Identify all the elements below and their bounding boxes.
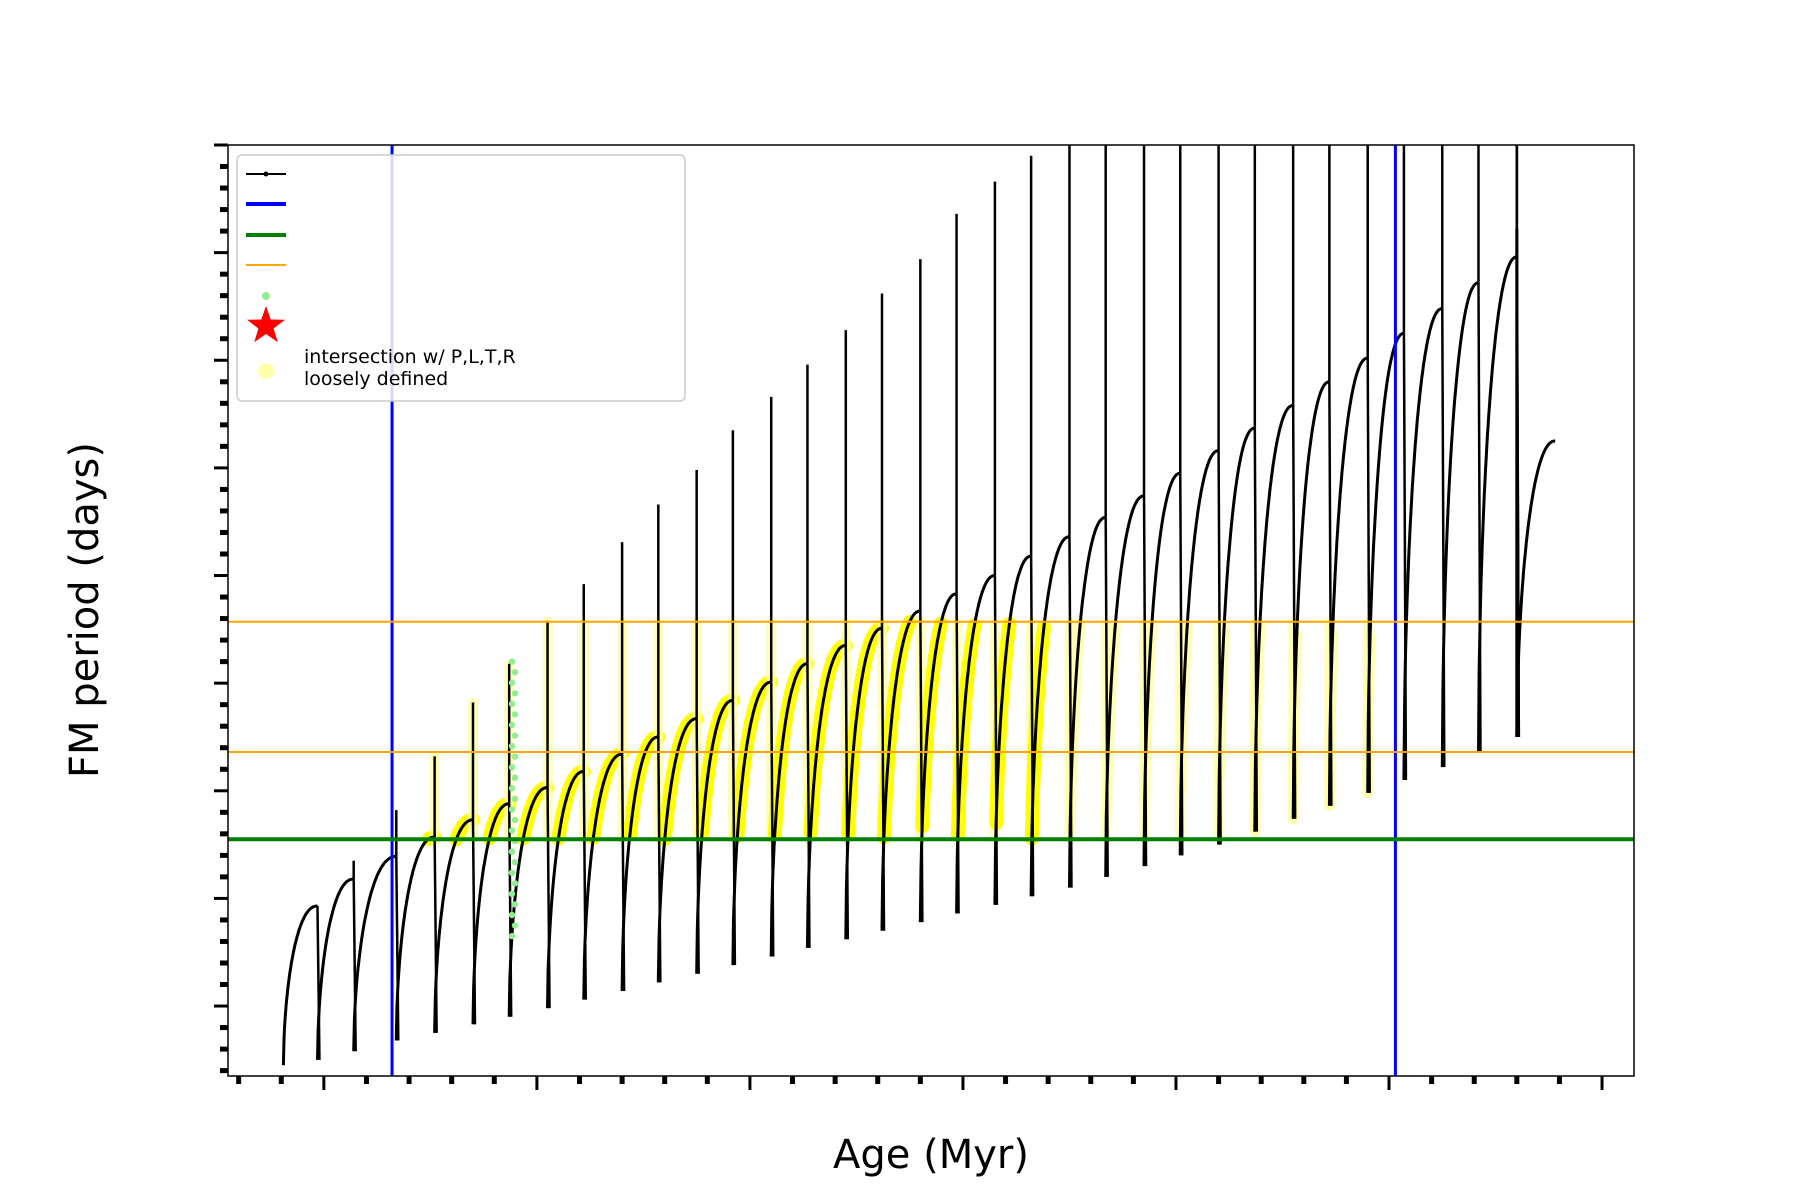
spline-point [511, 668, 519, 676]
model-curve-segment [1477, 255, 1518, 753]
spline-layer [508, 658, 519, 940]
model-curve-segment [582, 752, 623, 1000]
legend-marker-big-dot [258, 363, 274, 379]
model-curve-segment [1440, 281, 1479, 768]
y-axis-title: FM period (days) [62, 442, 108, 778]
model-curve-segment [1366, 331, 1404, 793]
spline-point [508, 911, 516, 919]
model-curve-segment [993, 554, 1032, 905]
legend-label-line: intersection w/ P,L,T,R [304, 346, 516, 368]
spline-point [508, 763, 516, 771]
model-curve-segment [1068, 515, 1106, 888]
model-curve-segment [352, 854, 397, 1052]
spline-point [511, 774, 519, 781]
model-curve-segment [880, 609, 921, 931]
spline-point [508, 742, 516, 750]
pulse-layer [281, 145, 1556, 1066]
spline-point [508, 806, 516, 813]
spline-point [511, 922, 519, 929]
spline-point [511, 816, 519, 824]
spline-point [511, 795, 519, 803]
legend: intersection w/ P,L,T,R loosely defined [236, 154, 686, 402]
spline-point [511, 858, 519, 866]
legend-label-multiline: intersection w/ P,L,T,R loosely defined [304, 346, 516, 390]
model-curve-segment [1217, 426, 1255, 845]
model-curve-segment [316, 877, 354, 1060]
model-curve-segment [731, 680, 772, 966]
spline-point [508, 932, 516, 940]
spline-point [511, 753, 519, 760]
model-curve-segment [1178, 449, 1219, 856]
model-curve-segment [955, 574, 995, 914]
model-curve-segment [1253, 404, 1294, 832]
spline-point [508, 679, 516, 686]
model-curve-segment [507, 786, 548, 1017]
model-curve-segment [918, 592, 957, 923]
axis-ticks [214, 143, 1604, 1090]
model-curve-segment [805, 644, 846, 948]
legend-label-line: loosely defined [304, 368, 448, 390]
spline-point [511, 901, 519, 908]
model-curve-segment [769, 662, 808, 957]
model-curve-segment [471, 802, 510, 1025]
model-curve-segment [1104, 494, 1144, 877]
model-curve-segment [1029, 535, 1070, 897]
model-curve-final [1515, 439, 1556, 738]
spline-point [511, 690, 519, 697]
model-curve-segment [695, 698, 733, 974]
model-curve-segment [546, 769, 584, 1009]
axes-frame [227, 144, 1635, 1077]
spline-point [511, 732, 519, 739]
model-curve-segment [433, 818, 474, 1033]
model-curve-segment [1402, 307, 1443, 781]
spline-point [508, 890, 516, 898]
legend-marker-model-dot [263, 171, 269, 177]
spline-point [508, 827, 516, 834]
spline-point [511, 880, 519, 887]
model-curve-segment [844, 626, 882, 940]
plot-area [228, 145, 1634, 1076]
x-axis-title: Age (Myr) [833, 1132, 1029, 1178]
model-curve-segment [281, 904, 318, 1066]
model-curve-segment [1142, 471, 1181, 867]
legend-box [236, 154, 686, 402]
model-curve-segment [620, 735, 659, 992]
spline-point [508, 721, 516, 729]
spline-point [508, 658, 516, 665]
spline-point [511, 711, 519, 718]
spline-point [508, 700, 516, 708]
model-curve-segment [1291, 380, 1330, 819]
model-curve-segment [1327, 356, 1368, 806]
reference-lines [228, 145, 1634, 1076]
spline-point [508, 785, 516, 792]
spline-point [508, 869, 516, 876]
spline-point [508, 848, 516, 855]
legend-marker-star [247, 306, 285, 343]
legend-marker-dot [262, 292, 270, 300]
